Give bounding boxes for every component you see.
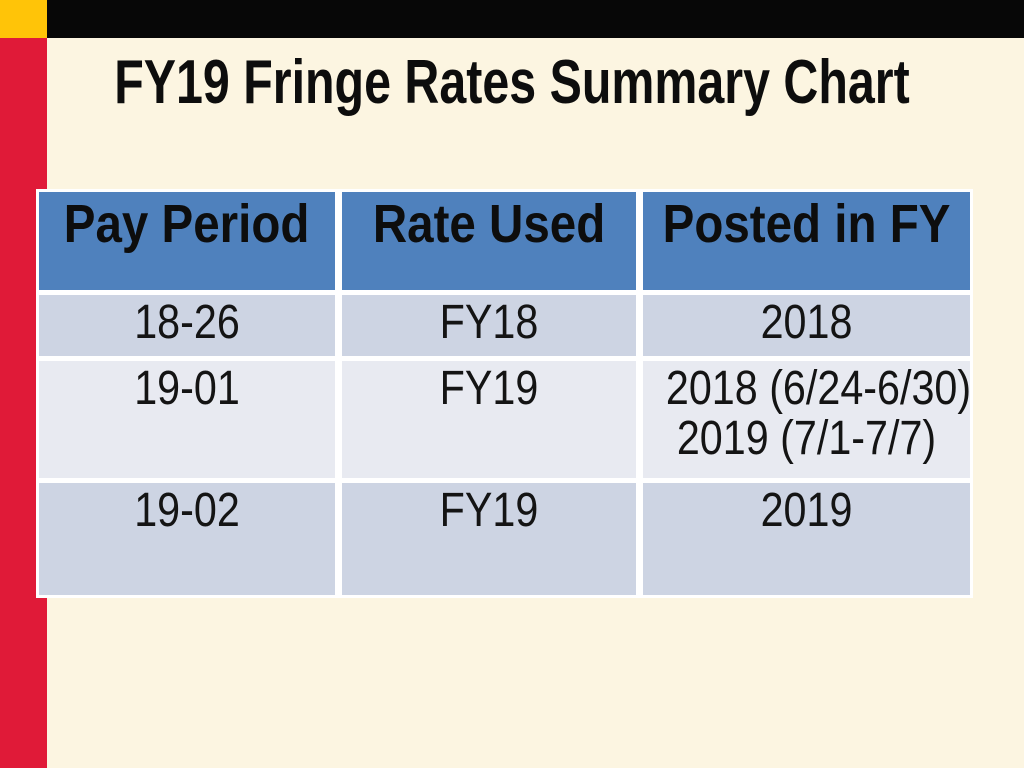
cell-posted-in-fy: 2019 — [643, 483, 970, 595]
cell-text: 2019 (7/1-7/7) — [676, 412, 937, 465]
cell-text: 2018 — [760, 296, 853, 349]
cell-text: FY19 — [439, 484, 539, 537]
cell-pay-period: 19-02 — [39, 483, 335, 595]
header-cell-pay-period: Pay Period — [39, 192, 335, 290]
fringe-rates-table: Pay Period Rate Used Posted in FY 18-26 … — [36, 189, 973, 598]
yellow-corner-block — [0, 0, 47, 38]
cell-text: FY18 — [439, 296, 539, 349]
cell-rate-used: FY19 — [342, 361, 636, 478]
header-label: Rate Used — [372, 194, 606, 254]
cell-rate-used: FY18 — [342, 295, 636, 356]
cell-text: 19-02 — [134, 484, 240, 537]
cell-text: FY19 — [439, 362, 539, 415]
header-label: Posted in FY — [662, 194, 951, 254]
cell-posted-in-fy: 2018 (6/24-6/30) 2019 (7/1-7/7) — [643, 361, 970, 478]
cell-pay-period: 18-26 — [39, 295, 335, 356]
cell-text: 19-01 — [134, 362, 240, 415]
slide-title: FY19 Fringe Rates Summary Chart — [0, 52, 1024, 114]
cell-posted-in-fy: 2018 — [643, 295, 970, 356]
header-cell-rate-used: Rate Used — [342, 192, 636, 290]
cell-pay-period: 19-01 — [39, 361, 335, 478]
header-cell-posted-in-fy: Posted in FY — [643, 192, 970, 290]
top-black-bar — [47, 0, 1024, 38]
cell-text: 2018 (6/24-6/30) — [665, 362, 970, 415]
slide-title-text: FY19 Fringe Rates Summary Chart — [114, 48, 910, 117]
cell-rate-used: FY19 — [342, 483, 636, 595]
header-label: Pay Period — [64, 194, 310, 254]
cell-text: 2019 — [760, 484, 853, 537]
cell-text: 18-26 — [134, 296, 240, 349]
